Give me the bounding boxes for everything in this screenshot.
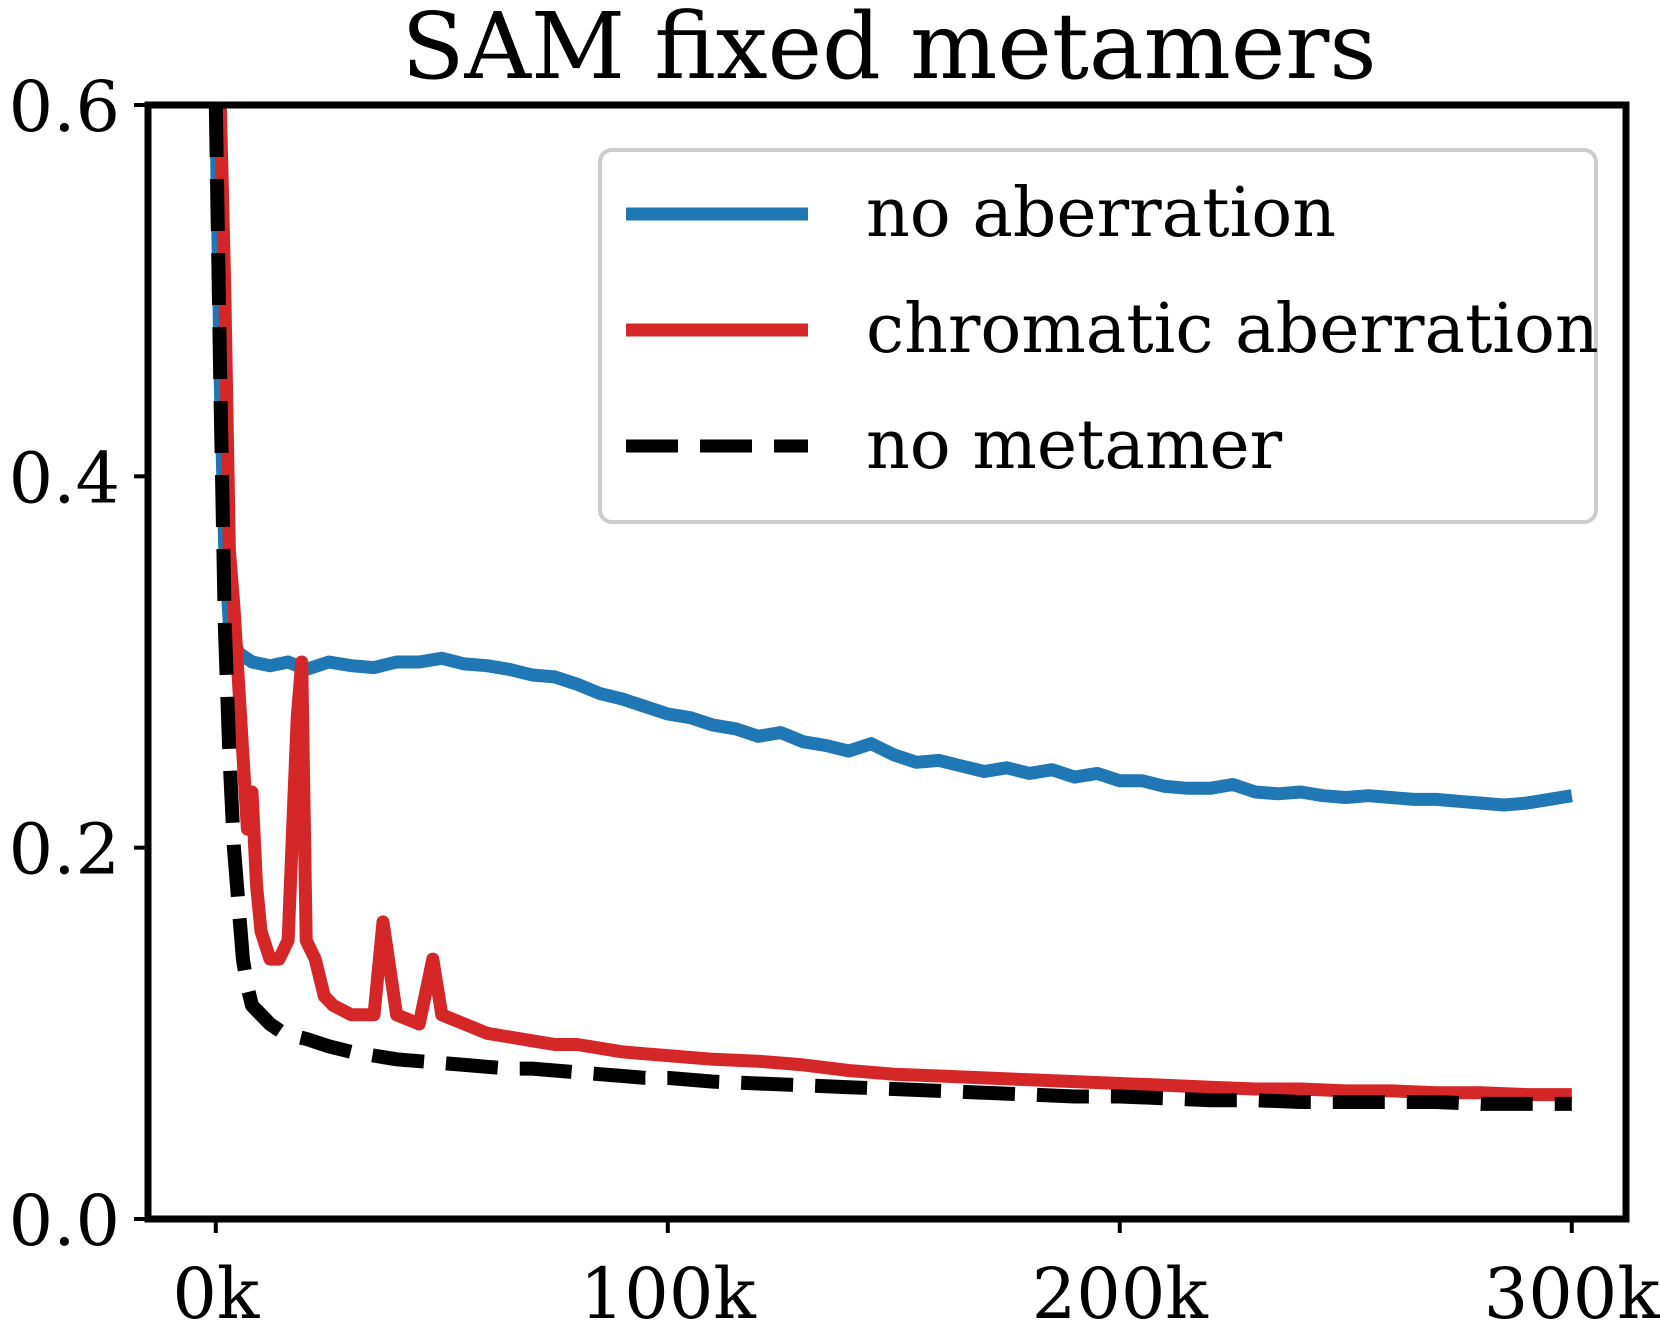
legend-box (598, 148, 1598, 524)
x-tick-label: 100k (580, 1253, 757, 1334)
legend-label-3: no metamer (866, 406, 1283, 485)
x-tick-label: 300k (1484, 1253, 1660, 1334)
legend-label-1: no aberration (866, 174, 1336, 253)
chart-title: SAM fixed metamers (401, 0, 1376, 100)
y-axis: 0.0 0.2 0.4 0.6 (9, 66, 148, 1262)
series-line-2 (213, 105, 1572, 1102)
y-tick-label: 0.6 (9, 66, 120, 148)
series-line-1 (209, 105, 1573, 812)
series-layer (208, 105, 1573, 1111)
y-tick-label: 0.4 (9, 437, 120, 519)
x-axis: 0k 100k 200k 300k (172, 1219, 1660, 1334)
y-tick-label: 0.0 (9, 1180, 120, 1262)
x-tick-label: 0k (172, 1253, 260, 1334)
x-tick-label: 200k (1032, 1253, 1209, 1334)
series-line-3 (208, 105, 1572, 1111)
legend: no aberration chromatic aberration no meta… (598, 148, 1599, 524)
legend-label-2: chromatic aberration (866, 290, 1599, 369)
y-tick-label: 0.2 (9, 809, 120, 891)
plot-frame (144, 101, 1630, 1223)
